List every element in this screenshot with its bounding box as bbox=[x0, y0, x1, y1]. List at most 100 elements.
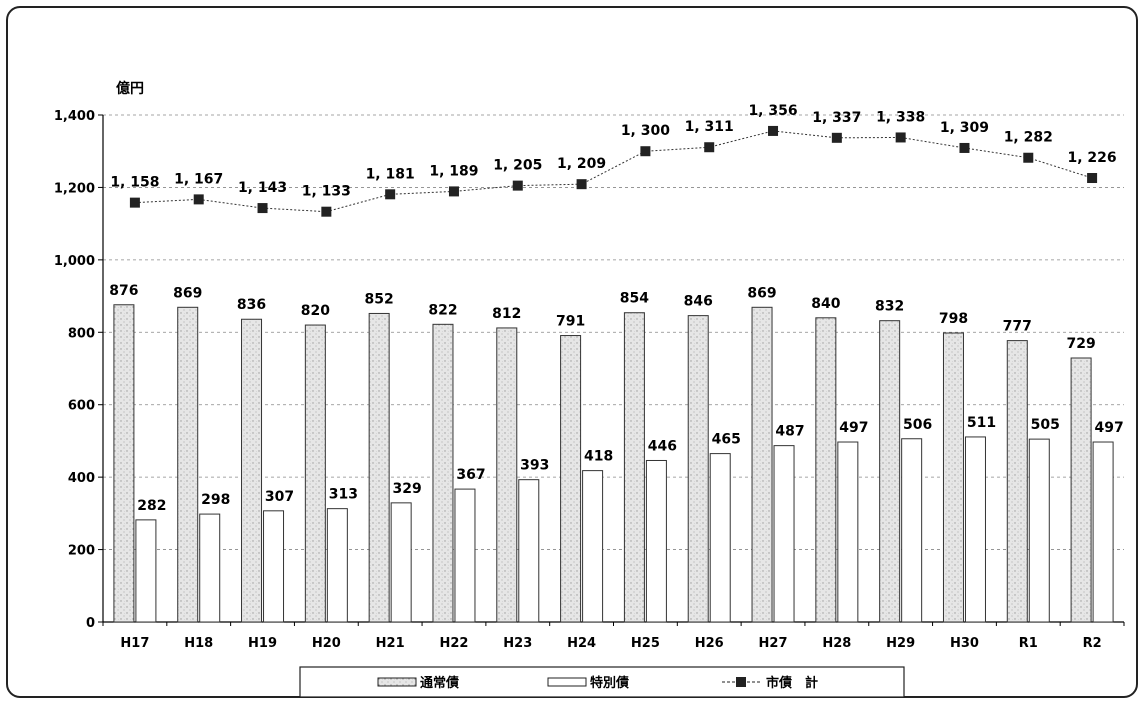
data-label-regular: 777 bbox=[1003, 319, 1032, 335]
total-marker bbox=[193, 194, 204, 205]
data-label-regular: 822 bbox=[428, 302, 457, 318]
data-label-total: 1, 309 bbox=[940, 120, 989, 136]
y-tick-label: 1,000 bbox=[54, 254, 95, 269]
legend-marker-total bbox=[736, 677, 746, 687]
data-label-total: 1, 282 bbox=[1004, 130, 1053, 146]
data-label-special: 307 bbox=[265, 489, 294, 505]
total-marker bbox=[640, 146, 651, 157]
bar-special bbox=[773, 445, 795, 623]
bar-special bbox=[326, 508, 348, 623]
y-tick-label: 400 bbox=[68, 471, 95, 486]
data-label-total: 1, 300 bbox=[621, 123, 670, 139]
x-tick-label: R2 bbox=[1083, 636, 1102, 651]
data-label-special: 367 bbox=[456, 467, 485, 483]
bar-special bbox=[582, 470, 604, 623]
data-label-special: 313 bbox=[329, 487, 358, 503]
bar-regular bbox=[113, 304, 135, 623]
data-label-special: 446 bbox=[648, 438, 677, 454]
x-tick-label: H26 bbox=[695, 636, 724, 651]
bar-special bbox=[454, 488, 476, 623]
bar-regular bbox=[879, 320, 901, 623]
data-label-regular: 820 bbox=[301, 303, 330, 319]
bar-special bbox=[1028, 438, 1050, 623]
y-tick-label: 0 bbox=[86, 616, 95, 631]
legend-label-regular: 通常債 bbox=[420, 675, 459, 691]
total-marker bbox=[895, 132, 906, 143]
data-label-regular: 812 bbox=[492, 306, 521, 322]
data-label-regular: 846 bbox=[684, 294, 713, 310]
x-tick-label: H20 bbox=[312, 636, 341, 651]
x-tick-label: H30 bbox=[950, 636, 979, 651]
bar-regular bbox=[687, 315, 709, 623]
data-label-regular: 832 bbox=[875, 299, 904, 315]
data-label-total: 1, 167 bbox=[174, 171, 223, 187]
y-tick-label: 600 bbox=[68, 399, 95, 414]
total-marker bbox=[1087, 173, 1098, 184]
data-label-total: 1, 226 bbox=[1068, 150, 1117, 166]
y-tick-label: 800 bbox=[68, 326, 95, 341]
data-label-total: 1, 311 bbox=[685, 119, 734, 135]
bar-special bbox=[199, 513, 221, 623]
data-label-special: 418 bbox=[584, 449, 613, 465]
x-tick-label: R1 bbox=[1019, 636, 1038, 651]
y-tick-label: 1,400 bbox=[54, 109, 95, 124]
bar-special bbox=[964, 436, 986, 623]
data-label-regular: 840 bbox=[811, 296, 840, 312]
bar-special bbox=[390, 502, 412, 623]
total-marker bbox=[385, 189, 396, 200]
total-marker bbox=[321, 206, 332, 217]
bar-special bbox=[263, 510, 285, 623]
total-marker bbox=[576, 179, 587, 190]
legend-label-total: 市債 計 bbox=[766, 675, 818, 691]
data-label-special: 497 bbox=[839, 420, 868, 436]
bar-regular bbox=[942, 332, 964, 623]
total-marker bbox=[512, 180, 523, 191]
x-tick-label: H18 bbox=[184, 636, 213, 651]
bar-special bbox=[135, 519, 157, 623]
data-label-regular: 798 bbox=[939, 311, 968, 327]
bar-special bbox=[645, 459, 667, 623]
bar-special bbox=[518, 479, 540, 623]
data-label-total: 1, 205 bbox=[493, 158, 542, 174]
data-label-total: 1, 338 bbox=[876, 109, 925, 125]
x-tick-label: H24 bbox=[567, 636, 596, 651]
y-tick-label: 1,200 bbox=[54, 181, 95, 196]
legend-swatch-regular bbox=[377, 677, 417, 687]
data-label-regular: 836 bbox=[237, 297, 266, 313]
total-marker bbox=[129, 197, 140, 208]
bar-special bbox=[901, 438, 923, 623]
data-label-special: 511 bbox=[967, 415, 996, 431]
data-label-total: 1, 143 bbox=[238, 180, 287, 196]
bar-regular bbox=[623, 312, 645, 623]
data-label-regular: 869 bbox=[173, 285, 202, 301]
y-axis-unit-label: 億円 bbox=[116, 80, 144, 97]
data-label-total: 1, 189 bbox=[429, 163, 478, 179]
data-label-special: 298 bbox=[201, 492, 230, 508]
data-label-total: 1, 158 bbox=[110, 175, 159, 191]
x-tick-label: H28 bbox=[822, 636, 851, 651]
data-label-total: 1, 133 bbox=[302, 184, 351, 200]
x-tick-label: H23 bbox=[503, 636, 532, 651]
total-marker bbox=[1023, 152, 1034, 163]
data-label-total: 1, 181 bbox=[366, 166, 415, 182]
data-label-total: 1, 209 bbox=[557, 156, 606, 172]
data-label-regular: 791 bbox=[556, 314, 585, 330]
data-labels: 876 282 869 298 836 307 820 313 852 329 822 367 812 3… bbox=[109, 103, 1123, 514]
bars bbox=[113, 304, 1114, 623]
legend-swatch-special bbox=[547, 677, 587, 687]
data-label-special: 497 bbox=[1094, 420, 1123, 436]
data-label-special: 505 bbox=[1031, 417, 1060, 433]
x-tick-label: H25 bbox=[631, 636, 660, 651]
x-tick-label: H21 bbox=[376, 636, 405, 651]
bar-special bbox=[1092, 441, 1114, 623]
data-label-total: 1, 356 bbox=[748, 103, 797, 119]
total-marker bbox=[959, 142, 970, 153]
legend-label-special: 特別債 bbox=[590, 675, 629, 691]
data-label-regular: 729 bbox=[1066, 336, 1095, 352]
bar-regular bbox=[751, 306, 773, 623]
data-label-special: 329 bbox=[393, 481, 422, 497]
bar-regular bbox=[304, 324, 326, 623]
bar-regular bbox=[368, 312, 390, 623]
bar-regular bbox=[496, 327, 518, 623]
